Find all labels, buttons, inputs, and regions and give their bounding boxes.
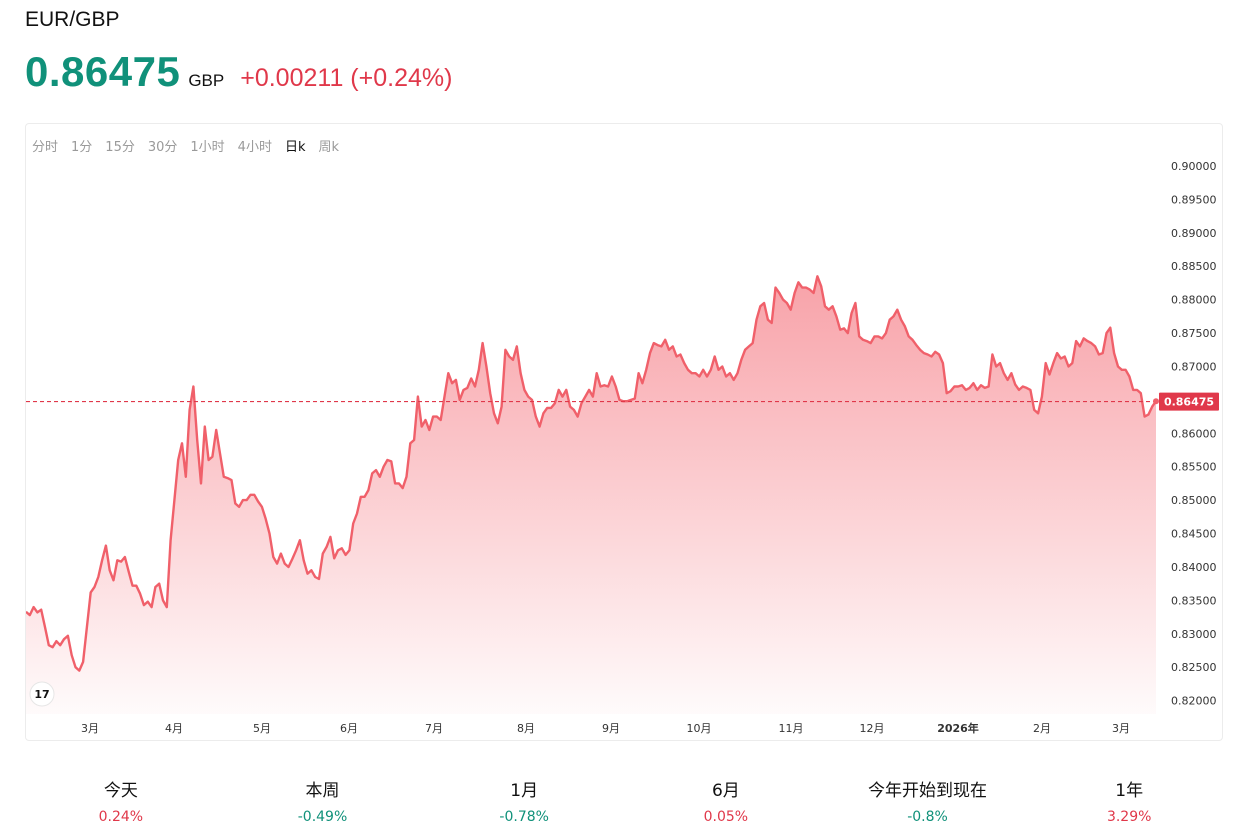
price-area-fill: [26, 276, 1156, 714]
symbol-title: EUR/GBP: [25, 8, 120, 31]
x-tick-label: 12月: [860, 722, 885, 735]
y-tick-label: 0.82500: [1171, 661, 1217, 674]
timeframe-1[interactable]: 1分: [71, 140, 93, 155]
x-tick-label: 2月: [1033, 722, 1051, 735]
stat-label: 本周: [305, 781, 340, 801]
stat-label: 今天: [103, 781, 138, 801]
y-tick-label: 0.82000: [1171, 695, 1217, 708]
x-tick-label: 10月: [687, 722, 712, 735]
stat-label: 1月: [510, 781, 539, 801]
y-tick-label: 0.83500: [1171, 594, 1217, 607]
y-tick-label: 0.85500: [1171, 461, 1217, 474]
y-tick-label: 0.86000: [1171, 427, 1217, 440]
last-point-dot: [1153, 398, 1159, 405]
stat-value: -0.49%: [297, 809, 348, 825]
currency-label: GBP: [188, 71, 225, 90]
x-tick-label: 5月: [253, 722, 271, 735]
stat-value: 0.24%: [98, 809, 144, 825]
x-tick-label: 3月: [1112, 722, 1130, 735]
x-tick-label: 4月: [165, 722, 183, 735]
price-change: +0.00211 (+0.24%): [240, 64, 453, 92]
stat-3: 6月 0.05%: [625, 776, 827, 825]
price-row: 0.86475 GBP +0.00211 (+0.24%): [25, 48, 452, 96]
price-chart[interactable]: 0.82000 0.82500 0.83000 0.83500 0.84000 0.845…: [26, 124, 1224, 742]
x-tick-label: 2026年: [937, 721, 979, 735]
x-tick-label: 3月: [81, 722, 99, 735]
y-tick-label: 0.84500: [1171, 528, 1217, 541]
svg-text:17: 17: [34, 688, 49, 701]
x-tick-label: 9月: [602, 722, 620, 735]
current-price-tag-label: 0.86475: [1164, 396, 1214, 409]
timeframe-0[interactable]: 分时: [32, 140, 59, 155]
y-tick-label: 0.89500: [1171, 193, 1217, 206]
stat-5: 1年 3.29%: [1028, 776, 1230, 825]
current-price: 0.86475: [25, 48, 181, 95]
stat-1: 本周 -0.49%: [222, 776, 424, 825]
x-tick-label: 8月: [517, 722, 535, 735]
tradingview-logo-icon: 17: [29, 681, 55, 707]
stat-value: 3.29%: [1106, 809, 1152, 825]
y-tick-label: 0.88000: [1171, 294, 1217, 307]
timeframe-6[interactable]: 日k: [284, 140, 306, 155]
y-tick-label: 0.88500: [1171, 260, 1217, 273]
y-tick-label: 0.84000: [1171, 561, 1217, 574]
stat-4: 今年开始到现在 -0.8%: [827, 776, 1029, 825]
stat-value: 0.05%: [703, 809, 749, 825]
stat-label: 1年: [1115, 781, 1144, 801]
y-tick-label: 0.83000: [1171, 628, 1217, 641]
stat-2: 1月 -0.78%: [423, 776, 625, 825]
timeframe-7[interactable]: 周k: [318, 140, 340, 155]
stat-value: -0.8%: [907, 809, 948, 825]
price-line: [26, 275, 1157, 672]
y-tick-label: 0.85000: [1171, 494, 1217, 507]
x-tick-label: 6月: [340, 722, 358, 735]
stat-value: -0.78%: [499, 809, 549, 825]
stat-0: 今天 0.24%: [20, 776, 222, 825]
timeframe-2[interactable]: 15分: [105, 140, 135, 155]
y-tick-label: 0.89000: [1171, 227, 1217, 240]
x-tick-label: 11月: [779, 722, 804, 735]
y-tick-label: 0.87000: [1171, 360, 1217, 373]
performance-stats: 今天 0.24% 本周 -0.49% 1月 -0.78% 6月 0.05% 今年开始到现在 -0.…: [20, 776, 1230, 825]
y-tick-label: 0.87500: [1171, 327, 1217, 340]
timeframe-5[interactable]: 4小时: [237, 140, 272, 155]
stat-label: 今年开始到现在: [868, 781, 988, 801]
chart-panel[interactable]: 0.82000 0.82500 0.83000 0.83500 0.84000 0.845…: [25, 123, 1223, 741]
y-tick-label: 0.90000: [1171, 160, 1217, 173]
timeframe-3[interactable]: 30分: [147, 140, 178, 155]
current-price-tag: [1159, 392, 1219, 411]
x-tick-label: 7月: [425, 722, 443, 735]
timeframe-4[interactable]: 1小时: [190, 140, 225, 155]
timeframe-bar: 分时 1分 15分 30分 1小时 4小时 日k 周k: [32, 136, 352, 155]
stat-label: 6月: [711, 781, 740, 801]
